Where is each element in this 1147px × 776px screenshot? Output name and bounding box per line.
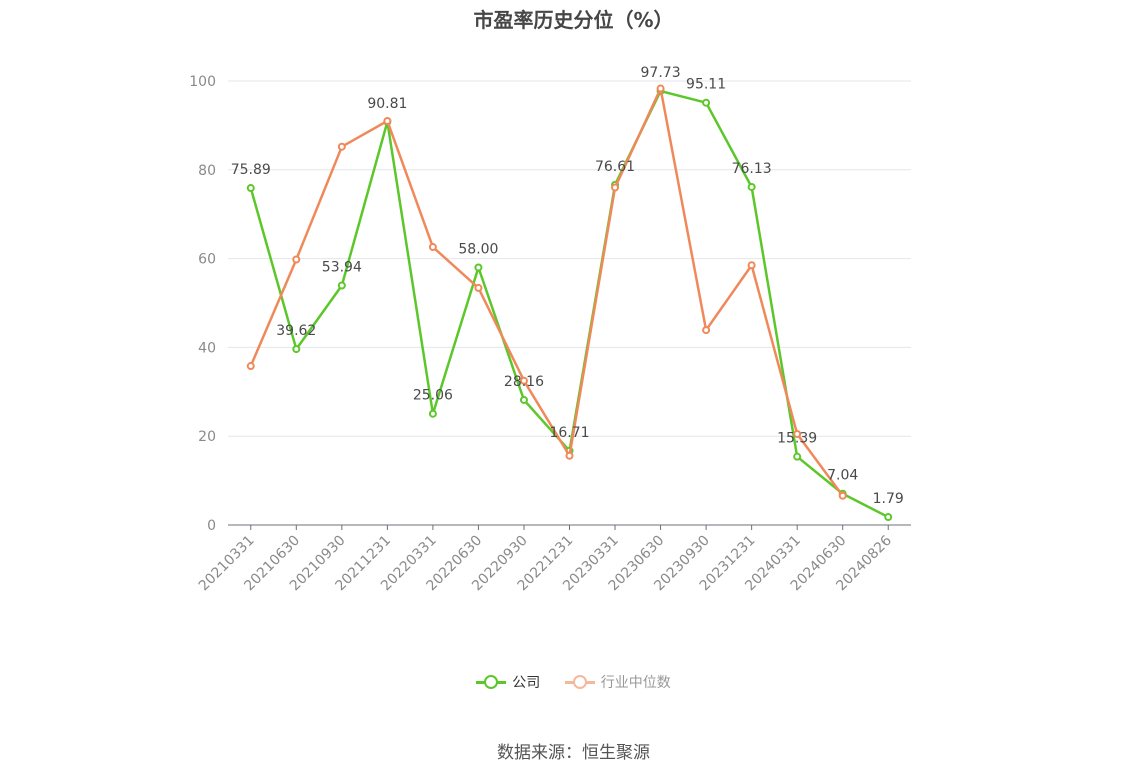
series-industry-median: [246, 84, 847, 500]
data-point-industry-median[interactable]: [383, 116, 392, 125]
legend-label-industry-median: 行业中位数: [600, 675, 671, 691]
legend-item-industry-median[interactable]: 行业中位数: [564, 672, 671, 692]
legend-swatch-company: [476, 675, 507, 689]
data-label-company: 53.94: [322, 260, 362, 276]
data-point-industry-median[interactable]: [702, 326, 711, 335]
data-label-company: 95.11: [686, 77, 726, 93]
data-point-industry-median[interactable]: [656, 84, 665, 93]
legend: 公司 行业中位数: [0, 672, 1147, 693]
data-label-company: 7.04: [827, 468, 858, 484]
legend-item-company[interactable]: 公司: [476, 672, 540, 692]
legend-label-company: 公司: [512, 675, 541, 691]
data-point-industry-median[interactable]: [246, 362, 255, 371]
data-labels: 75.89 39.62 53.94 90.81 25.06 58.00 28.16 16.71…: [231, 65, 904, 507]
y-tick-label: 80: [198, 163, 216, 179]
data-point-company[interactable]: [474, 263, 483, 272]
source-note: 数据来源：恒生聚源: [497, 743, 650, 763]
data-label-company: 75.89: [231, 162, 271, 178]
data-point-industry-median[interactable]: [519, 376, 528, 385]
data-label-company: 58.00: [458, 241, 498, 257]
data-point-company[interactable]: [702, 98, 711, 107]
data-point-industry-median[interactable]: [337, 142, 346, 151]
data-label-company: 16.71: [549, 425, 589, 441]
data-point-company[interactable]: [884, 513, 893, 522]
y-tick-label: 100: [189, 74, 216, 90]
data-point-company[interactable]: [747, 182, 756, 191]
data-label-company: 15.39: [777, 431, 817, 447]
data-point-industry-median[interactable]: [565, 451, 574, 460]
data-label-company: 39.62: [276, 323, 316, 339]
data-point-company[interactable]: [337, 281, 346, 290]
data-point-company[interactable]: [292, 345, 301, 354]
y-tick-label: 40: [198, 340, 216, 356]
data-point-company[interactable]: [793, 452, 802, 461]
data-label-company: 97.73: [641, 65, 681, 81]
data-point-industry-median[interactable]: [611, 183, 620, 192]
data-point-industry-median[interactable]: [838, 491, 847, 500]
series-layer: [246, 84, 893, 522]
series-line-industry-median: [249, 87, 844, 497]
data-label-company: 28.16: [504, 374, 544, 390]
data-point-company[interactable]: [246, 184, 255, 193]
chart-title: 市盈率历史分位（%）: [473, 8, 674, 32]
data-point-industry-median[interactable]: [292, 255, 301, 264]
data-point-industry-median[interactable]: [428, 243, 437, 252]
data-point-industry-median[interactable]: [747, 261, 756, 270]
data-label-company: 25.06: [413, 388, 453, 404]
y-tick-label: 20: [198, 429, 216, 445]
y-tick-label: 60: [198, 252, 216, 268]
legend-swatch-industry-median: [564, 675, 595, 689]
data-label-company: 76.13: [732, 161, 772, 177]
data-point-company[interactable]: [519, 395, 528, 404]
data-point-company[interactable]: [428, 409, 437, 418]
data-point-industry-median[interactable]: [793, 429, 802, 438]
data-label-company: 76.61: [595, 159, 635, 175]
y-tick-label: 0: [207, 518, 216, 534]
data-label-company: 1.79: [873, 491, 904, 507]
data-label-company: 90.81: [367, 96, 407, 112]
data-point-industry-median[interactable]: [474, 283, 483, 292]
